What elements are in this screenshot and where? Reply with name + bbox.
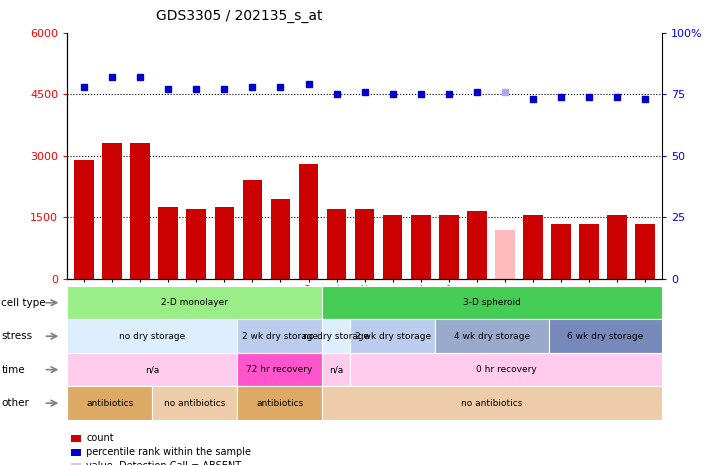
Text: 0 hr recovery: 0 hr recovery: [476, 365, 537, 374]
Text: 3-D spheroid: 3-D spheroid: [463, 298, 521, 307]
Text: antibiotics: antibiotics: [86, 399, 133, 408]
Bar: [523, 215, 543, 279]
Text: no dry storage: no dry storage: [119, 332, 185, 341]
Bar: [159, 207, 178, 279]
Bar: [579, 224, 599, 279]
Text: cell type: cell type: [1, 298, 46, 308]
Bar: [243, 180, 262, 279]
Bar: [551, 224, 571, 279]
Bar: [495, 230, 515, 279]
Bar: [299, 164, 319, 279]
Text: stress: stress: [1, 331, 33, 341]
Text: 2 wk dry storage: 2 wk dry storage: [355, 332, 431, 341]
Bar: [383, 215, 402, 279]
Text: 2 wk dry storage: 2 wk dry storage: [241, 332, 318, 341]
Bar: [74, 160, 94, 279]
Bar: [411, 215, 430, 279]
Bar: [186, 209, 206, 279]
Text: value, Detection Call = ABSENT: value, Detection Call = ABSENT: [86, 461, 241, 465]
Bar: [103, 144, 122, 279]
Bar: [270, 199, 290, 279]
Bar: [635, 224, 655, 279]
Text: 72 hr recovery: 72 hr recovery: [246, 365, 313, 374]
Text: no antibiotics: no antibiotics: [164, 399, 225, 408]
Bar: [130, 144, 150, 279]
Text: no dry storage: no dry storage: [303, 332, 370, 341]
Bar: [327, 209, 346, 279]
Bar: [439, 215, 459, 279]
Text: count: count: [86, 433, 114, 444]
Text: 4 wk dry storage: 4 wk dry storage: [454, 332, 530, 341]
Text: GDS3305 / 202135_s_at: GDS3305 / 202135_s_at: [156, 9, 323, 23]
Text: n/a: n/a: [145, 365, 159, 374]
Text: no antibiotics: no antibiotics: [462, 399, 523, 408]
Bar: [355, 209, 375, 279]
Text: time: time: [1, 365, 25, 375]
Text: antibiotics: antibiotics: [256, 399, 303, 408]
Bar: [607, 215, 627, 279]
Bar: [215, 207, 234, 279]
Text: other: other: [1, 398, 29, 408]
Text: 6 wk dry storage: 6 wk dry storage: [567, 332, 644, 341]
Text: 2-D monolayer: 2-D monolayer: [161, 298, 228, 307]
Text: percentile rank within the sample: percentile rank within the sample: [86, 447, 251, 458]
Bar: [467, 211, 486, 279]
Text: n/a: n/a: [329, 365, 343, 374]
